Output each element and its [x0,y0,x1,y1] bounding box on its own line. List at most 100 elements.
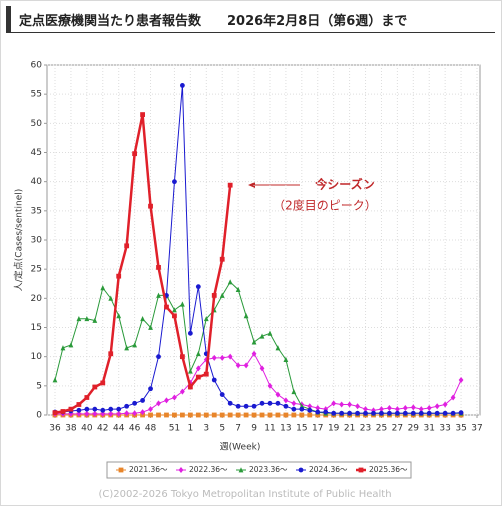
marker [140,398,145,403]
marker [315,412,321,418]
x-tick-label: 29 [408,424,420,434]
marker [100,407,106,413]
marker [450,394,456,401]
x-tick-label: 48 [145,424,157,434]
marker [339,410,345,416]
marker [323,406,329,413]
marker [179,83,185,88]
marker [156,412,161,418]
marker [418,406,424,413]
marker [76,402,82,407]
marker [84,410,90,417]
y-tick-label: 0 [36,411,42,421]
marker [140,315,145,322]
x-tick-label: 19 [328,424,340,434]
marker [84,315,90,322]
marker [108,351,114,357]
marker [148,324,153,330]
marker [267,412,273,418]
marker [434,403,440,410]
marker [323,409,329,415]
marker [172,412,177,418]
marker [363,410,368,416]
marker [211,354,217,361]
legend-marker [178,467,184,473]
marker [355,410,360,416]
marker [227,412,233,418]
x-tick-label: 15 [296,424,307,434]
marker [148,203,153,209]
marker [299,412,305,418]
marker [235,286,241,292]
marker [307,407,313,413]
marker [283,412,289,418]
marker [410,404,416,411]
x-tick-label: 13 [280,424,291,434]
y-tick-label: 50 [31,119,43,129]
marker [108,406,114,412]
marker [156,400,161,407]
marker [60,409,66,414]
x-tick-label: 35 [455,424,466,434]
x-tick-label: 17 [312,424,323,434]
marker [267,330,273,336]
legend-marker [298,467,304,473]
marker [243,412,249,418]
marker [116,313,122,319]
marker [124,410,130,417]
chart-title: 定点医療機関当たり患者報告数 2026年2月8日（第6週）まで [19,14,408,29]
marker [148,412,153,418]
line [55,352,462,415]
marker [124,345,130,351]
marker [371,410,376,416]
legend-marker [358,467,364,473]
marker [291,400,297,407]
y-tick-label: 40 [31,177,43,187]
x-tick-label: 23 [360,424,371,434]
marker [124,243,130,249]
marker [315,405,321,411]
marker [187,412,193,418]
x-tick-label: 1 [187,424,193,434]
marker [195,374,201,380]
marker [363,406,368,413]
x-axis-label: 週(Week) [220,442,261,453]
marker [187,368,193,374]
x-tick-label: 5 [219,424,225,434]
marker [92,317,98,323]
x-tick-label: 42 [97,424,108,434]
marker [331,410,337,416]
marker [92,406,98,412]
marker [68,342,74,348]
marker [219,256,225,262]
y-tick-label: 20 [31,294,43,304]
y-tick-label: 10 [31,352,43,362]
marker [148,406,153,413]
marker [219,392,225,397]
marker [259,400,265,406]
marker [442,410,448,416]
marker [251,412,257,418]
marker [172,394,177,401]
y-tick-label: 35 [31,206,42,216]
marker [195,350,201,357]
marker [156,292,161,298]
marker [116,273,122,279]
marker [379,406,384,413]
x-tick-label: 27 [392,424,403,434]
marker [195,365,201,372]
x-tick-label: 21 [344,424,355,434]
marker [251,339,257,345]
marker [291,412,297,418]
annotation: 今シーズン [314,177,374,192]
marker [402,405,408,411]
marker [116,406,122,412]
marker [60,345,66,351]
marker [283,356,289,362]
marker [148,386,153,392]
marker [195,412,201,418]
marker [283,403,289,409]
x-tick-label: 46 [129,424,141,434]
marker [211,412,217,418]
series [52,112,233,416]
